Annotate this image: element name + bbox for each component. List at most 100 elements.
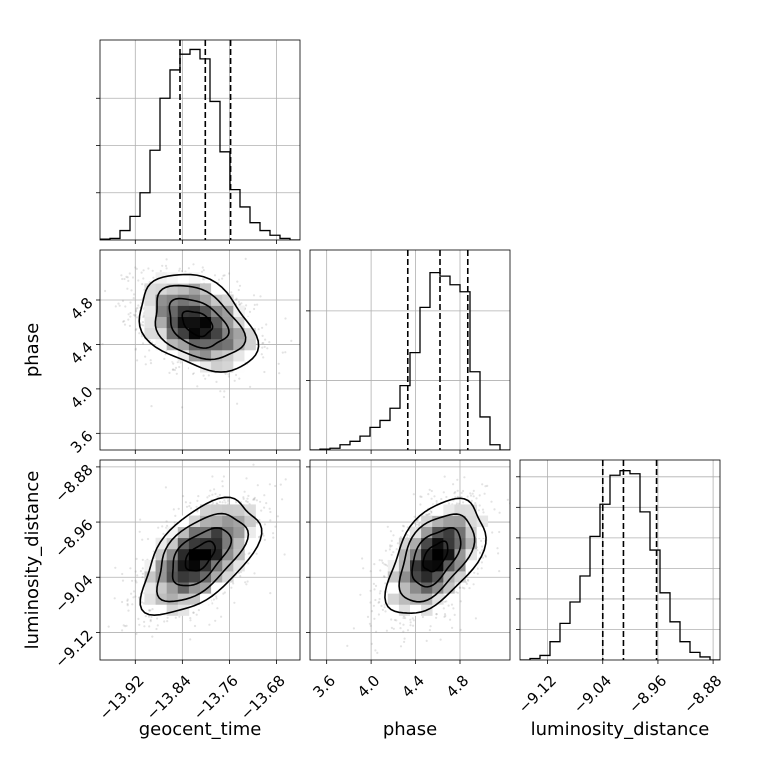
sample-point	[123, 320, 126, 323]
density-cell	[177, 548, 190, 561]
sample-point	[475, 497, 478, 500]
sample-point	[445, 600, 448, 603]
sample-point	[481, 508, 485, 511]
sample-point	[134, 570, 137, 573]
sample-point	[144, 355, 147, 358]
sample-point	[134, 314, 137, 318]
density-cell	[222, 350, 234, 362]
sample-point	[430, 489, 433, 493]
sample-point	[126, 287, 129, 290]
sample-point	[482, 511, 485, 514]
density-cell	[211, 526, 223, 539]
density-cell	[200, 526, 212, 539]
density-cell	[233, 338, 245, 351]
sample-point	[478, 494, 481, 497]
scatter-panel-geocent_time-phase	[96, 249, 301, 454]
density-cell	[211, 537, 223, 550]
sample-point	[238, 303, 241, 306]
density-cell	[211, 515, 223, 527]
sample-point	[497, 552, 500, 555]
density-cell	[188, 515, 201, 527]
sample-point	[452, 483, 455, 486]
sample-point	[465, 582, 468, 586]
sample-point	[122, 320, 125, 323]
sample-point	[138, 623, 141, 626]
panel-contents	[310, 460, 510, 660]
density-cell	[177, 338, 190, 351]
sample-point	[218, 493, 221, 497]
sample-point	[244, 257, 247, 260]
sample-point	[361, 557, 364, 560]
sample-point	[227, 500, 230, 503]
density-cell	[222, 548, 234, 561]
sample-point	[130, 592, 133, 595]
sample-point	[121, 600, 124, 604]
sample-point	[384, 582, 387, 585]
sample-point	[151, 635, 154, 638]
density-cell	[155, 571, 167, 583]
sample-point	[222, 475, 225, 478]
sample-point	[257, 328, 260, 331]
y-axis-label-phase: phase	[22, 323, 43, 377]
sample-point	[493, 508, 496, 511]
sample-point	[444, 614, 447, 618]
sample-point	[200, 270, 204, 273]
sample-point	[245, 477, 248, 480]
sample-point	[189, 507, 193, 510]
panel-contents	[100, 460, 300, 660]
sample-point	[476, 572, 479, 575]
sample-point	[378, 559, 381, 562]
sample-point	[120, 274, 123, 277]
sample-point	[224, 501, 227, 504]
sample-point	[208, 494, 211, 497]
sample-point	[383, 606, 386, 609]
sample-point	[421, 615, 424, 619]
hist-panel-luminosity_distance	[516, 459, 721, 664]
sample-point	[161, 264, 164, 267]
density-cell	[211, 560, 223, 572]
density-cell	[200, 593, 212, 605]
sample-point	[401, 524, 405, 527]
sample-point	[214, 492, 217, 495]
sample-point	[374, 649, 377, 652]
sample-point	[142, 324, 145, 327]
sample-point	[443, 615, 446, 619]
sample-point	[402, 616, 405, 620]
density-cell	[177, 350, 190, 362]
panel-frame	[99, 459, 301, 661]
sample-point	[252, 463, 255, 466]
sample-point	[261, 346, 264, 349]
density-cell	[432, 548, 444, 561]
sample-point	[201, 266, 204, 269]
sample-point	[443, 594, 446, 597]
density-cell	[155, 604, 167, 616]
sample-point	[471, 492, 474, 495]
sample-point	[255, 499, 258, 502]
sample-point	[474, 617, 477, 620]
sample-point	[255, 552, 258, 555]
sample-point	[178, 269, 181, 272]
sample-point	[374, 598, 377, 602]
density-cell	[177, 327, 190, 340]
sample-point	[204, 377, 207, 380]
density-cell	[211, 582, 223, 594]
sample-point	[473, 571, 476, 574]
sample-point	[247, 552, 250, 555]
sample-point	[248, 310, 252, 313]
sample-point	[123, 277, 126, 281]
histogram-luminosity_distance	[520, 470, 720, 660]
density-cell	[144, 283, 156, 295]
y-tick-label-phase: 4.0	[67, 383, 97, 413]
scatter-panel-phase-luminosity_distance	[306, 459, 511, 664]
sample-point	[134, 310, 137, 313]
sample-point	[196, 499, 199, 502]
sample-point	[373, 617, 376, 620]
density-cell	[166, 327, 179, 340]
density-cell	[410, 593, 422, 605]
sample-point	[428, 512, 431, 516]
density-cell	[421, 515, 433, 527]
sample-point	[245, 500, 248, 503]
sample-point	[152, 276, 155, 279]
sample-point	[412, 624, 415, 627]
